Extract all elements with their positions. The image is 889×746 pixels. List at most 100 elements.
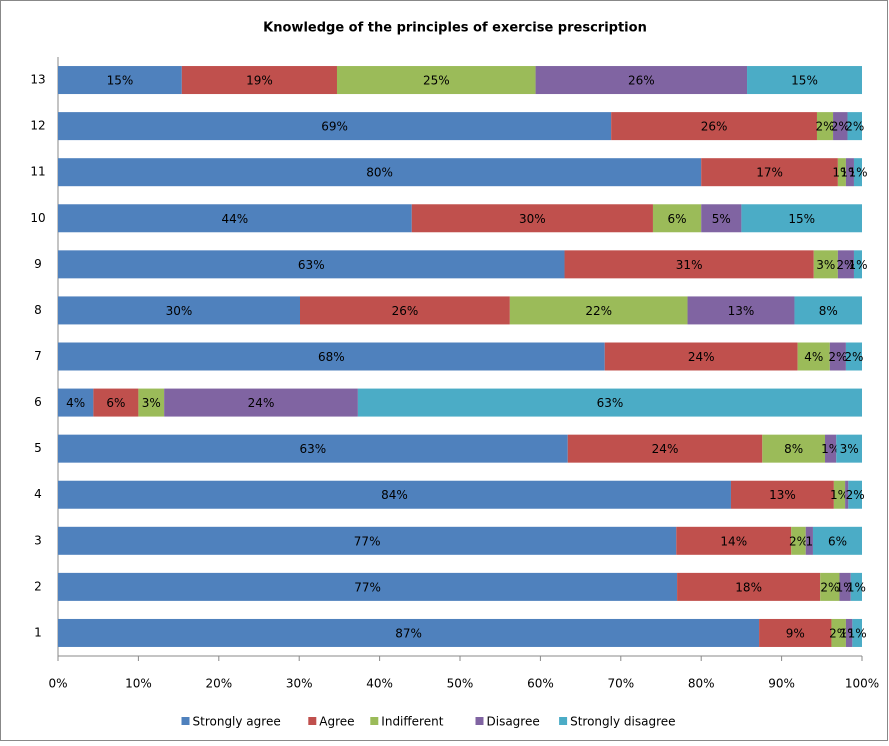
bar-segment — [58, 204, 412, 233]
data-label: 5% — [712, 212, 731, 226]
data-label: 77% — [354, 534, 381, 548]
legend-swatch — [559, 717, 568, 725]
data-label: 77% — [354, 580, 381, 594]
bar-segment — [730, 480, 834, 509]
bar-segment — [93, 388, 139, 417]
y-tick-label: 12 — [30, 119, 45, 133]
legend-label: Disagree — [487, 715, 540, 729]
bar-segment — [812, 526, 862, 555]
bar-segment — [535, 66, 748, 95]
data-label: 1% — [830, 488, 849, 502]
bar-segment — [837, 250, 854, 279]
bar-segment — [852, 618, 862, 647]
data-label: 2% — [831, 120, 850, 134]
bar-segment — [805, 526, 813, 555]
bar-segment — [138, 388, 165, 417]
data-label: 31% — [676, 258, 703, 272]
bar-segment — [611, 112, 817, 141]
data-label: 2% — [846, 488, 865, 502]
bar-segment — [741, 204, 862, 233]
y-tick-label: 10 — [30, 211, 45, 225]
bar-segment — [794, 296, 862, 325]
bar-segment — [58, 66, 182, 95]
data-label: 18% — [735, 580, 762, 594]
bar-segment — [833, 480, 846, 509]
bar-segment — [652, 204, 702, 233]
bar-segment — [58, 158, 702, 187]
legend-label: Agree — [319, 715, 354, 729]
data-label: 17% — [756, 166, 783, 180]
data-label: 1% — [848, 166, 867, 180]
bar-segment — [58, 434, 568, 463]
data-label: 3% — [840, 442, 859, 456]
data-label: 13% — [769, 488, 796, 502]
bar-segment — [850, 572, 862, 601]
bar-segment — [853, 250, 862, 279]
data-label: 3% — [142, 396, 161, 410]
y-tick-label: 3 — [34, 533, 42, 547]
bar-segment — [833, 112, 848, 141]
bar-segment — [837, 158, 846, 187]
bar-segment — [701, 204, 742, 233]
y-tick-label: 8 — [34, 303, 42, 317]
data-label: 25% — [423, 74, 450, 88]
data-label: 84% — [381, 488, 408, 502]
data-label: 13% — [728, 304, 755, 318]
bar-segment — [845, 158, 854, 187]
y-tick-label: 5 — [34, 441, 42, 455]
bar-segment — [411, 204, 653, 233]
bar-segment — [747, 66, 862, 95]
bar-segment — [845, 480, 849, 509]
legend-label: Indifferent — [381, 715, 443, 729]
bar-segment — [564, 250, 814, 279]
data-label: 22% — [585, 304, 612, 318]
data-label: 19% — [246, 74, 273, 88]
data-label: 8% — [819, 304, 838, 318]
data-label: 2% — [836, 258, 855, 272]
data-label: 2% — [845, 120, 864, 134]
data-label: 68% — [318, 350, 345, 364]
legend-swatch — [370, 717, 379, 725]
bar-segment — [839, 572, 851, 601]
data-label: 30% — [519, 212, 546, 226]
data-label: 6% — [668, 212, 687, 226]
data-label: 87% — [395, 626, 422, 640]
y-tick-label: 7 — [34, 349, 42, 363]
data-label: 1% — [821, 442, 840, 456]
bar-segment — [164, 388, 358, 417]
bar-segment — [687, 296, 795, 325]
bar-segment — [509, 296, 688, 325]
x-tick-label: 40% — [366, 677, 393, 691]
data-label: 2% — [828, 350, 847, 364]
bar-segment — [58, 572, 678, 601]
x-tick-label: 0% — [48, 677, 67, 691]
bar-segment — [58, 296, 301, 325]
data-label: 6% — [106, 396, 125, 410]
data-label: 1% — [836, 580, 855, 594]
x-tick-label: 80% — [688, 677, 715, 691]
y-tick-label: 6 — [34, 395, 42, 409]
data-label: 3% — [816, 258, 835, 272]
data-label: 1% — [848, 258, 867, 272]
y-tick-label: 11 — [30, 165, 45, 179]
data-label: 63% — [298, 258, 325, 272]
chart-title: Knowledge of the principles of exercise … — [263, 21, 647, 36]
bar-segment — [676, 526, 792, 555]
bar-segment — [825, 434, 837, 463]
legend-label: Strongly disagree — [570, 715, 675, 729]
data-label: 4% — [804, 350, 823, 364]
y-tick-label: 1 — [34, 625, 42, 639]
bar-segment — [336, 66, 536, 95]
data-label: 2% — [820, 580, 839, 594]
x-tick-label: 10% — [125, 677, 152, 691]
data-label: 63% — [300, 442, 327, 456]
bar-segment — [604, 342, 798, 371]
bar-segment — [845, 342, 862, 371]
bar-segment — [58, 388, 94, 417]
bar-segment — [759, 618, 832, 647]
data-label: 44% — [222, 212, 249, 226]
data-label: 14% — [720, 534, 747, 548]
bar-segment — [58, 618, 760, 647]
data-label: 2% — [844, 350, 863, 364]
